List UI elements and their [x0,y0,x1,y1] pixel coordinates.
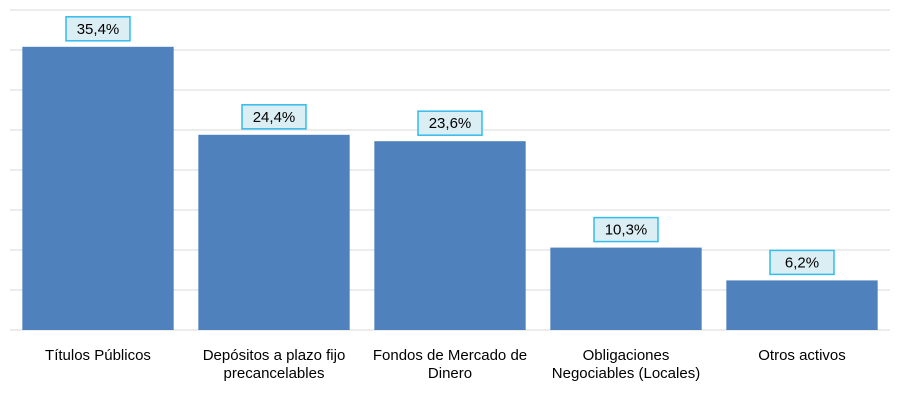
label-line: Obligaciones [583,347,670,364]
bar [22,46,174,331]
label-line: Otros activos [758,347,846,364]
bar [374,141,526,330]
x-tick-label: Títulos Públicos [45,347,151,364]
value-label: 10,3% [605,222,648,239]
label-line: Fondos de Mercado de [373,347,527,364]
label-line: Dinero [428,365,472,382]
x-tick-label: Fondos de Mercado de Dinero [373,347,527,382]
bar [726,280,878,330]
label-line: precancelables [224,365,325,382]
label-line: Negociables (Locales) [552,365,700,382]
value-label: 35,4% [77,21,120,38]
value-label-box [65,16,131,42]
value-label: 6,2% [785,254,819,271]
value-label-box [769,249,835,276]
bar [550,247,702,330]
label-line: Títulos Públicos [45,347,151,364]
x-tick-label: Otros activos [758,347,846,364]
value-label: 24,4% [253,109,296,126]
value-label-box [241,104,307,130]
bar [198,134,350,330]
value-label-box [593,216,659,243]
x-tick-label: Depósitos a plazo fijo precancelables [203,347,346,382]
x-tick-label: Obligaciones Negociables (Locales) [552,347,700,382]
label-line: Depósitos a plazo fijo [203,347,346,364]
value-label-box [417,110,483,136]
value-label: 23,6% [429,115,472,132]
